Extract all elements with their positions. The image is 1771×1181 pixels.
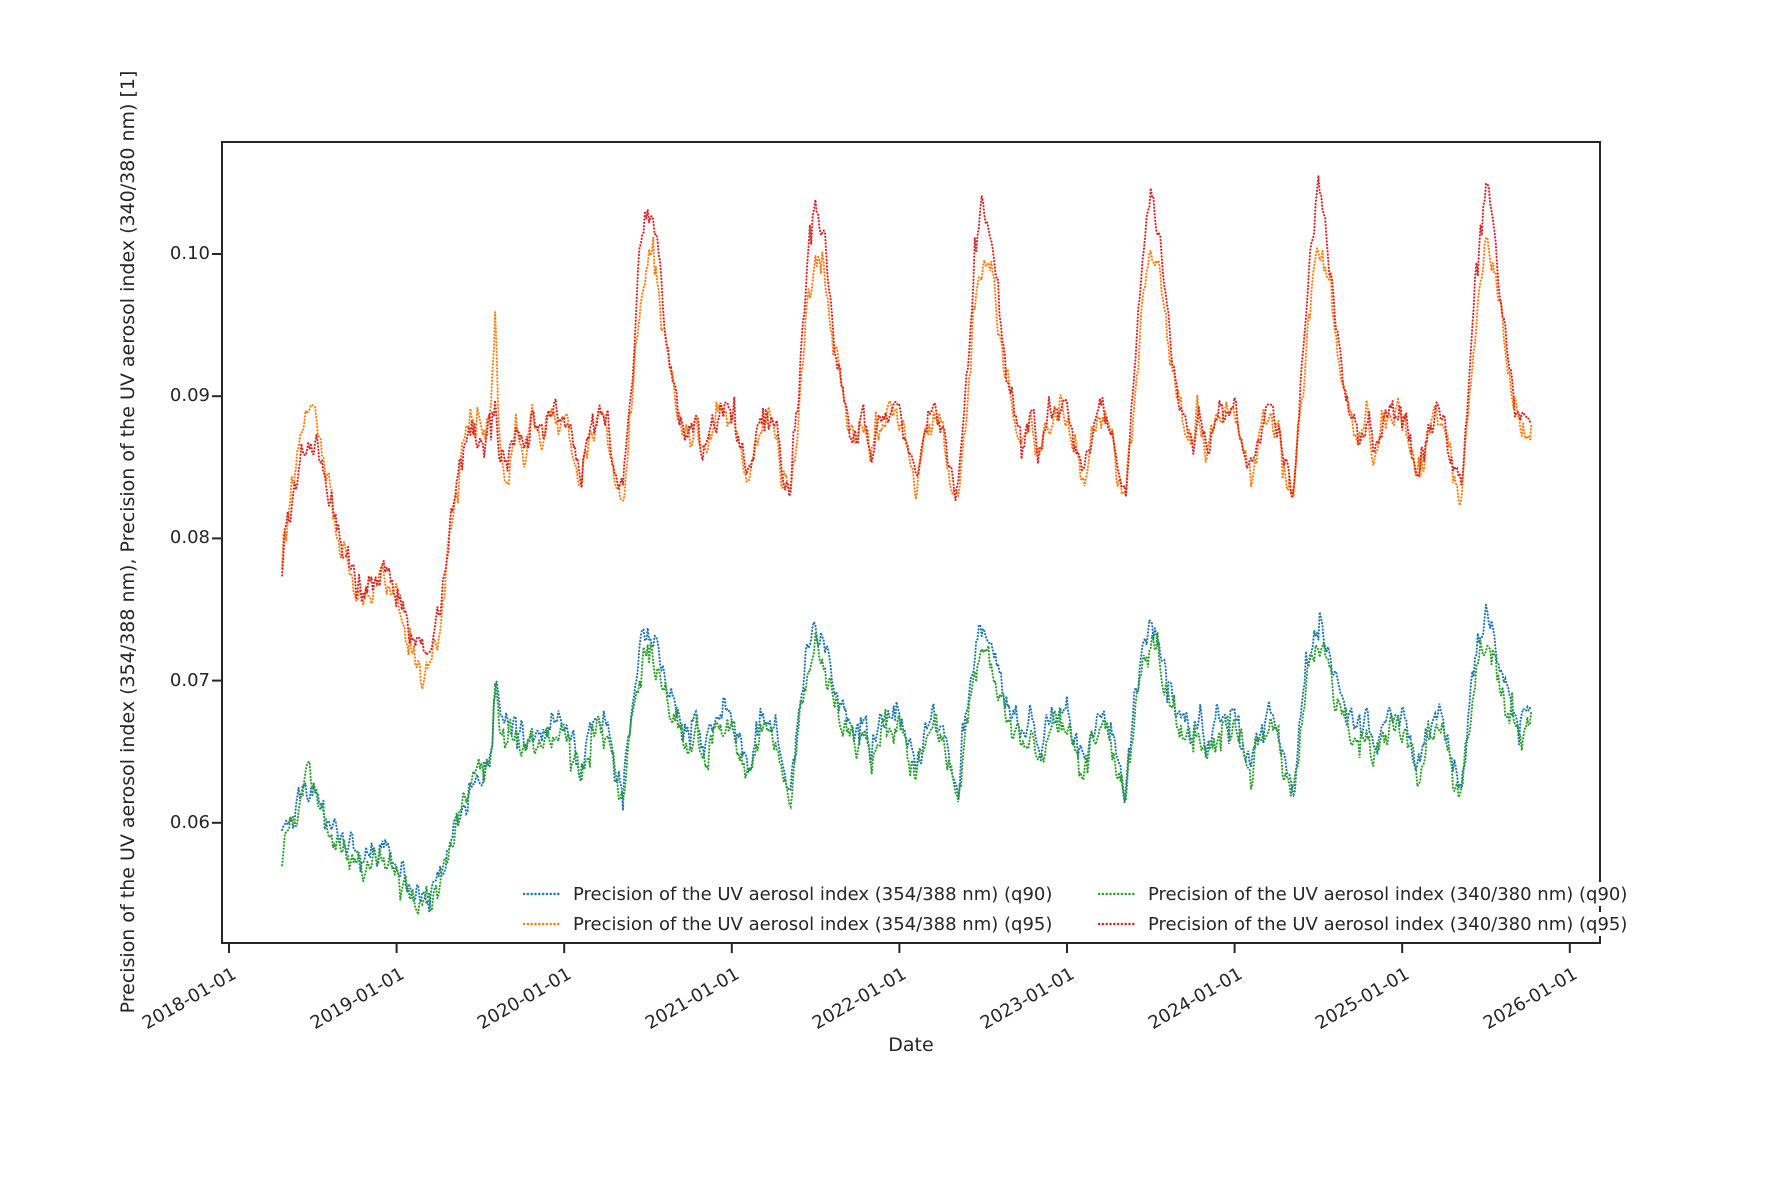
legend-entry: Precision of the UV aerosol index (354/3…: [521, 882, 1055, 906]
series-q95-354-388-: [281, 236, 1533, 690]
y-tick-label: 0.08: [169, 527, 210, 548]
y-axis-label: Precision of the UV aerosol index (354/3…: [117, 70, 139, 1014]
series-q90-354-388-: [281, 604, 1533, 912]
x-axis-label: Date: [888, 1034, 934, 1056]
legend-label: Precision of the UV aerosol index (340/3…: [1148, 913, 1628, 935]
legend-entry: Precision of the UV aerosol index (354/3…: [521, 912, 1055, 936]
y-tick-label: 0.07: [169, 670, 210, 691]
y-tick-label: 0.10: [169, 243, 210, 264]
series-q90-340-380-: [281, 632, 1533, 915]
legend-label: Precision of the UV aerosol index (340/3…: [1148, 883, 1628, 905]
legend-entry: Precision of the UV aerosol index (340/3…: [1096, 882, 1630, 906]
legend-line-swatch-orange: [523, 922, 561, 926]
legend-line-swatch-red: [1098, 922, 1136, 926]
y-tick-label: 0.09: [169, 385, 210, 406]
legend-label: Precision of the UV aerosol index (354/3…: [573, 883, 1053, 905]
legend-entry: Precision of the UV aerosol index (340/3…: [1096, 912, 1630, 936]
tick-marks: [212, 253, 1571, 953]
legend-label: Precision of the UV aerosol index (354/3…: [573, 913, 1053, 935]
plot-area: [221, 141, 1601, 944]
y-tick-label: 0.06: [169, 812, 210, 833]
series-q95-340-380-: [281, 175, 1533, 657]
legend-line-swatch-green: [1098, 892, 1136, 896]
legend-line-swatch-blue: [523, 892, 561, 896]
data-series-group: [281, 175, 1533, 915]
